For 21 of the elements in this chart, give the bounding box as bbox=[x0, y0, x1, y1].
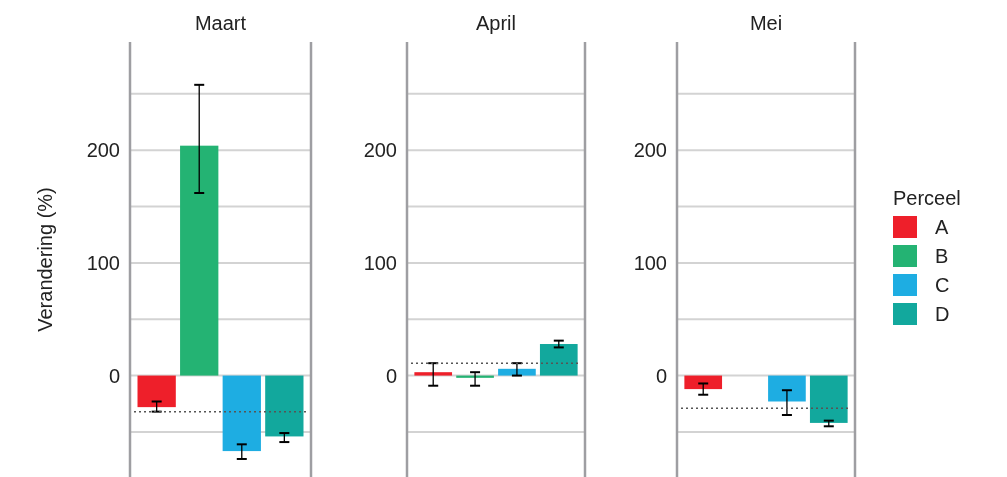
y-tick-label: 200 bbox=[633, 139, 667, 162]
bar bbox=[414, 372, 453, 376]
y-tick-label: 0 bbox=[108, 364, 120, 387]
y-tick-label: 0 bbox=[655, 364, 667, 387]
chart-title: Mei bbox=[749, 12, 783, 34]
legend-label: D bbox=[935, 303, 950, 325]
chart-title: April bbox=[475, 12, 517, 34]
legend-label: A bbox=[935, 216, 949, 238]
legend-label: C bbox=[935, 274, 950, 296]
y-tick-label: 0 bbox=[385, 364, 397, 387]
y-tick-label: 100 bbox=[363, 251, 397, 274]
y-tick-label: 200 bbox=[363, 139, 397, 162]
chart-title: Maart bbox=[194, 12, 247, 34]
legend-label: B bbox=[935, 245, 949, 267]
bar bbox=[498, 368, 536, 376]
y-tick-label: 100 bbox=[633, 251, 667, 274]
y-tick-label: 200 bbox=[86, 139, 120, 162]
legend-title: Perceel bbox=[893, 187, 961, 209]
bar bbox=[539, 344, 578, 376]
y-axis-title: Verandering (%) bbox=[34, 187, 56, 332]
y-tick-label: 100 bbox=[86, 251, 120, 274]
